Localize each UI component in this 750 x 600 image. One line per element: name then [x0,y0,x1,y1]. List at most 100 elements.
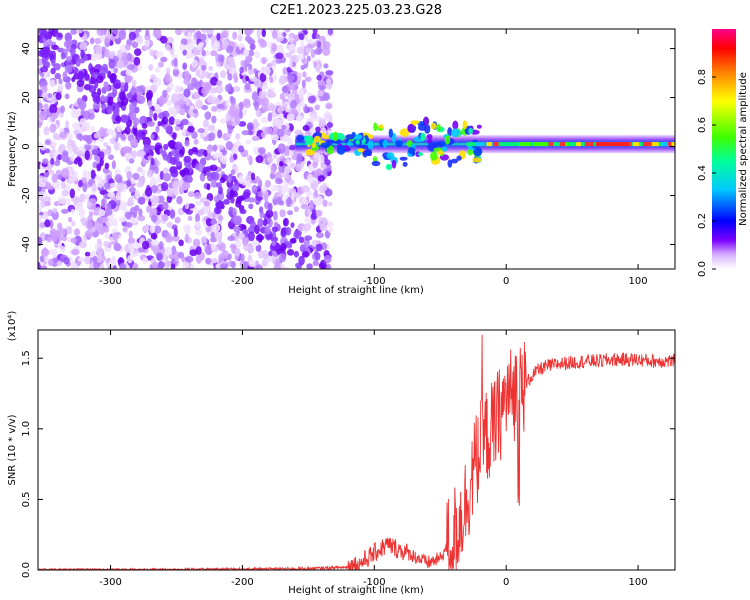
spectrogram-blob [355,139,360,145]
spectrogram-cell [241,130,250,136]
spectrogram-cell [40,257,45,263]
spectrogram-band-segment [559,142,566,147]
spectrogram-cell [107,70,112,79]
spectrogram-cell [75,201,84,212]
spectrogram-cell [134,189,140,199]
spectrogram-cell [218,253,225,262]
spectrogram-cell [190,39,197,45]
spectrogram-cell [98,226,105,235]
spectrogram-cell [82,182,88,193]
spectrogram-cell [84,251,91,257]
snr-line [38,334,675,570]
spectrogram-cell [203,149,208,157]
spectrogram-cell [314,249,319,259]
spectrogram-cell [136,95,146,105]
spectrogram-cell [238,121,247,127]
spectrogram-cell [130,88,136,96]
spectrogram-cell [245,29,254,35]
spectrogram-cell [287,75,295,81]
spectrogram-cell [153,225,162,234]
colorbar-tick-label: 0.0 [697,261,708,277]
spectrogram-band-segment [671,142,675,147]
spectrogram-cell [70,29,78,35]
spectrogram-cell [77,70,85,81]
spectrogram-cell [142,136,151,147]
spectrogram-cell [113,141,119,151]
spectrogram-cell [42,71,48,79]
spectrogram-cell [86,136,91,145]
spectrogram-cell [218,215,224,221]
spectrogram-cell [245,75,250,82]
spectrogram-cell [51,112,56,123]
spectrogram-cell [191,59,199,68]
spectrogram-cell [146,169,154,178]
spectrogram-cell [312,260,319,267]
spectrogram-cell [55,92,62,101]
spectrogram-cell [272,115,278,126]
spectrogram-cell [268,250,273,257]
spectrogram-cell [248,69,254,76]
spectrogram-cell [111,160,116,170]
spectrogram-cell [182,62,188,70]
spectrogram-x-label: Height of straight line (km) [288,285,424,296]
spectrogram-cell [126,64,136,70]
spectrogram-cell [127,197,133,207]
spectrogram-band-segment [475,142,485,147]
spectrogram-cell [241,178,248,186]
spectrogram-cell [243,189,251,198]
spectrogram-cell [301,197,308,205]
spectrogram-cell [197,128,205,134]
spectrogram-blob [345,134,355,140]
spectrogram-cell [171,235,180,242]
spectrogram-cell [288,187,297,195]
spectrogram-cell [91,203,97,211]
spectrogram-cell [228,210,233,216]
spectrogram-cell [299,244,306,253]
spectrogram-cell [315,62,321,73]
spectrogram-cell [246,122,254,131]
spectrogram-cell [183,161,192,167]
spectrogram-cell [216,32,221,41]
spectrogram-cell [287,249,295,256]
spectrogram-cell [70,209,75,214]
spectrogram-band-segment [576,142,581,147]
spectrogram-cell [262,219,268,227]
spectrogram-cell [215,84,224,94]
spectrogram-cell [231,146,239,156]
spectrogram-cell [328,201,333,207]
spectrogram-blob [313,135,321,143]
spectrogram-cell [166,195,172,204]
spectrogram-blob [391,159,397,169]
spectrogram-cell [290,192,295,201]
spectrogram-cell [166,67,171,75]
spectrogram-cell [225,141,233,151]
spectrogram-cell [288,148,294,157]
spectrogram-cell [238,29,245,36]
spectrogram-cell [286,242,293,249]
spectrogram-cell [113,243,122,252]
spectrogram-cell [101,198,106,209]
spectrogram-cell [158,61,164,68]
spectrogram-cell [161,110,170,118]
spectrogram-cell [262,66,271,76]
spectrogram-cell [175,160,182,166]
spectrogram-band-segment [627,142,632,147]
spectrogram-cell [264,225,271,235]
spectrogram-blob [386,152,395,159]
spectrogram-cell [57,242,63,250]
spectrogram-cell [237,34,243,42]
spectrogram-cell [293,250,299,258]
spectrogram-cell [319,223,327,232]
spectrogram-cell [40,144,47,151]
chart-title: C2E1.2023.225.03.23.G28 [270,3,442,18]
spectrogram-cell [184,233,189,243]
spectrogram-cell [162,172,171,182]
spectrogram-cell [300,203,309,210]
spectrogram-band-segment [642,142,647,147]
spectrogram-cell [59,131,67,139]
spectrogram-cell [51,44,59,51]
spectrogram-blob [451,128,460,138]
spectrogram-cell [77,179,83,188]
spectrogram-cell [38,120,42,129]
spectrogram-cell [289,238,297,244]
